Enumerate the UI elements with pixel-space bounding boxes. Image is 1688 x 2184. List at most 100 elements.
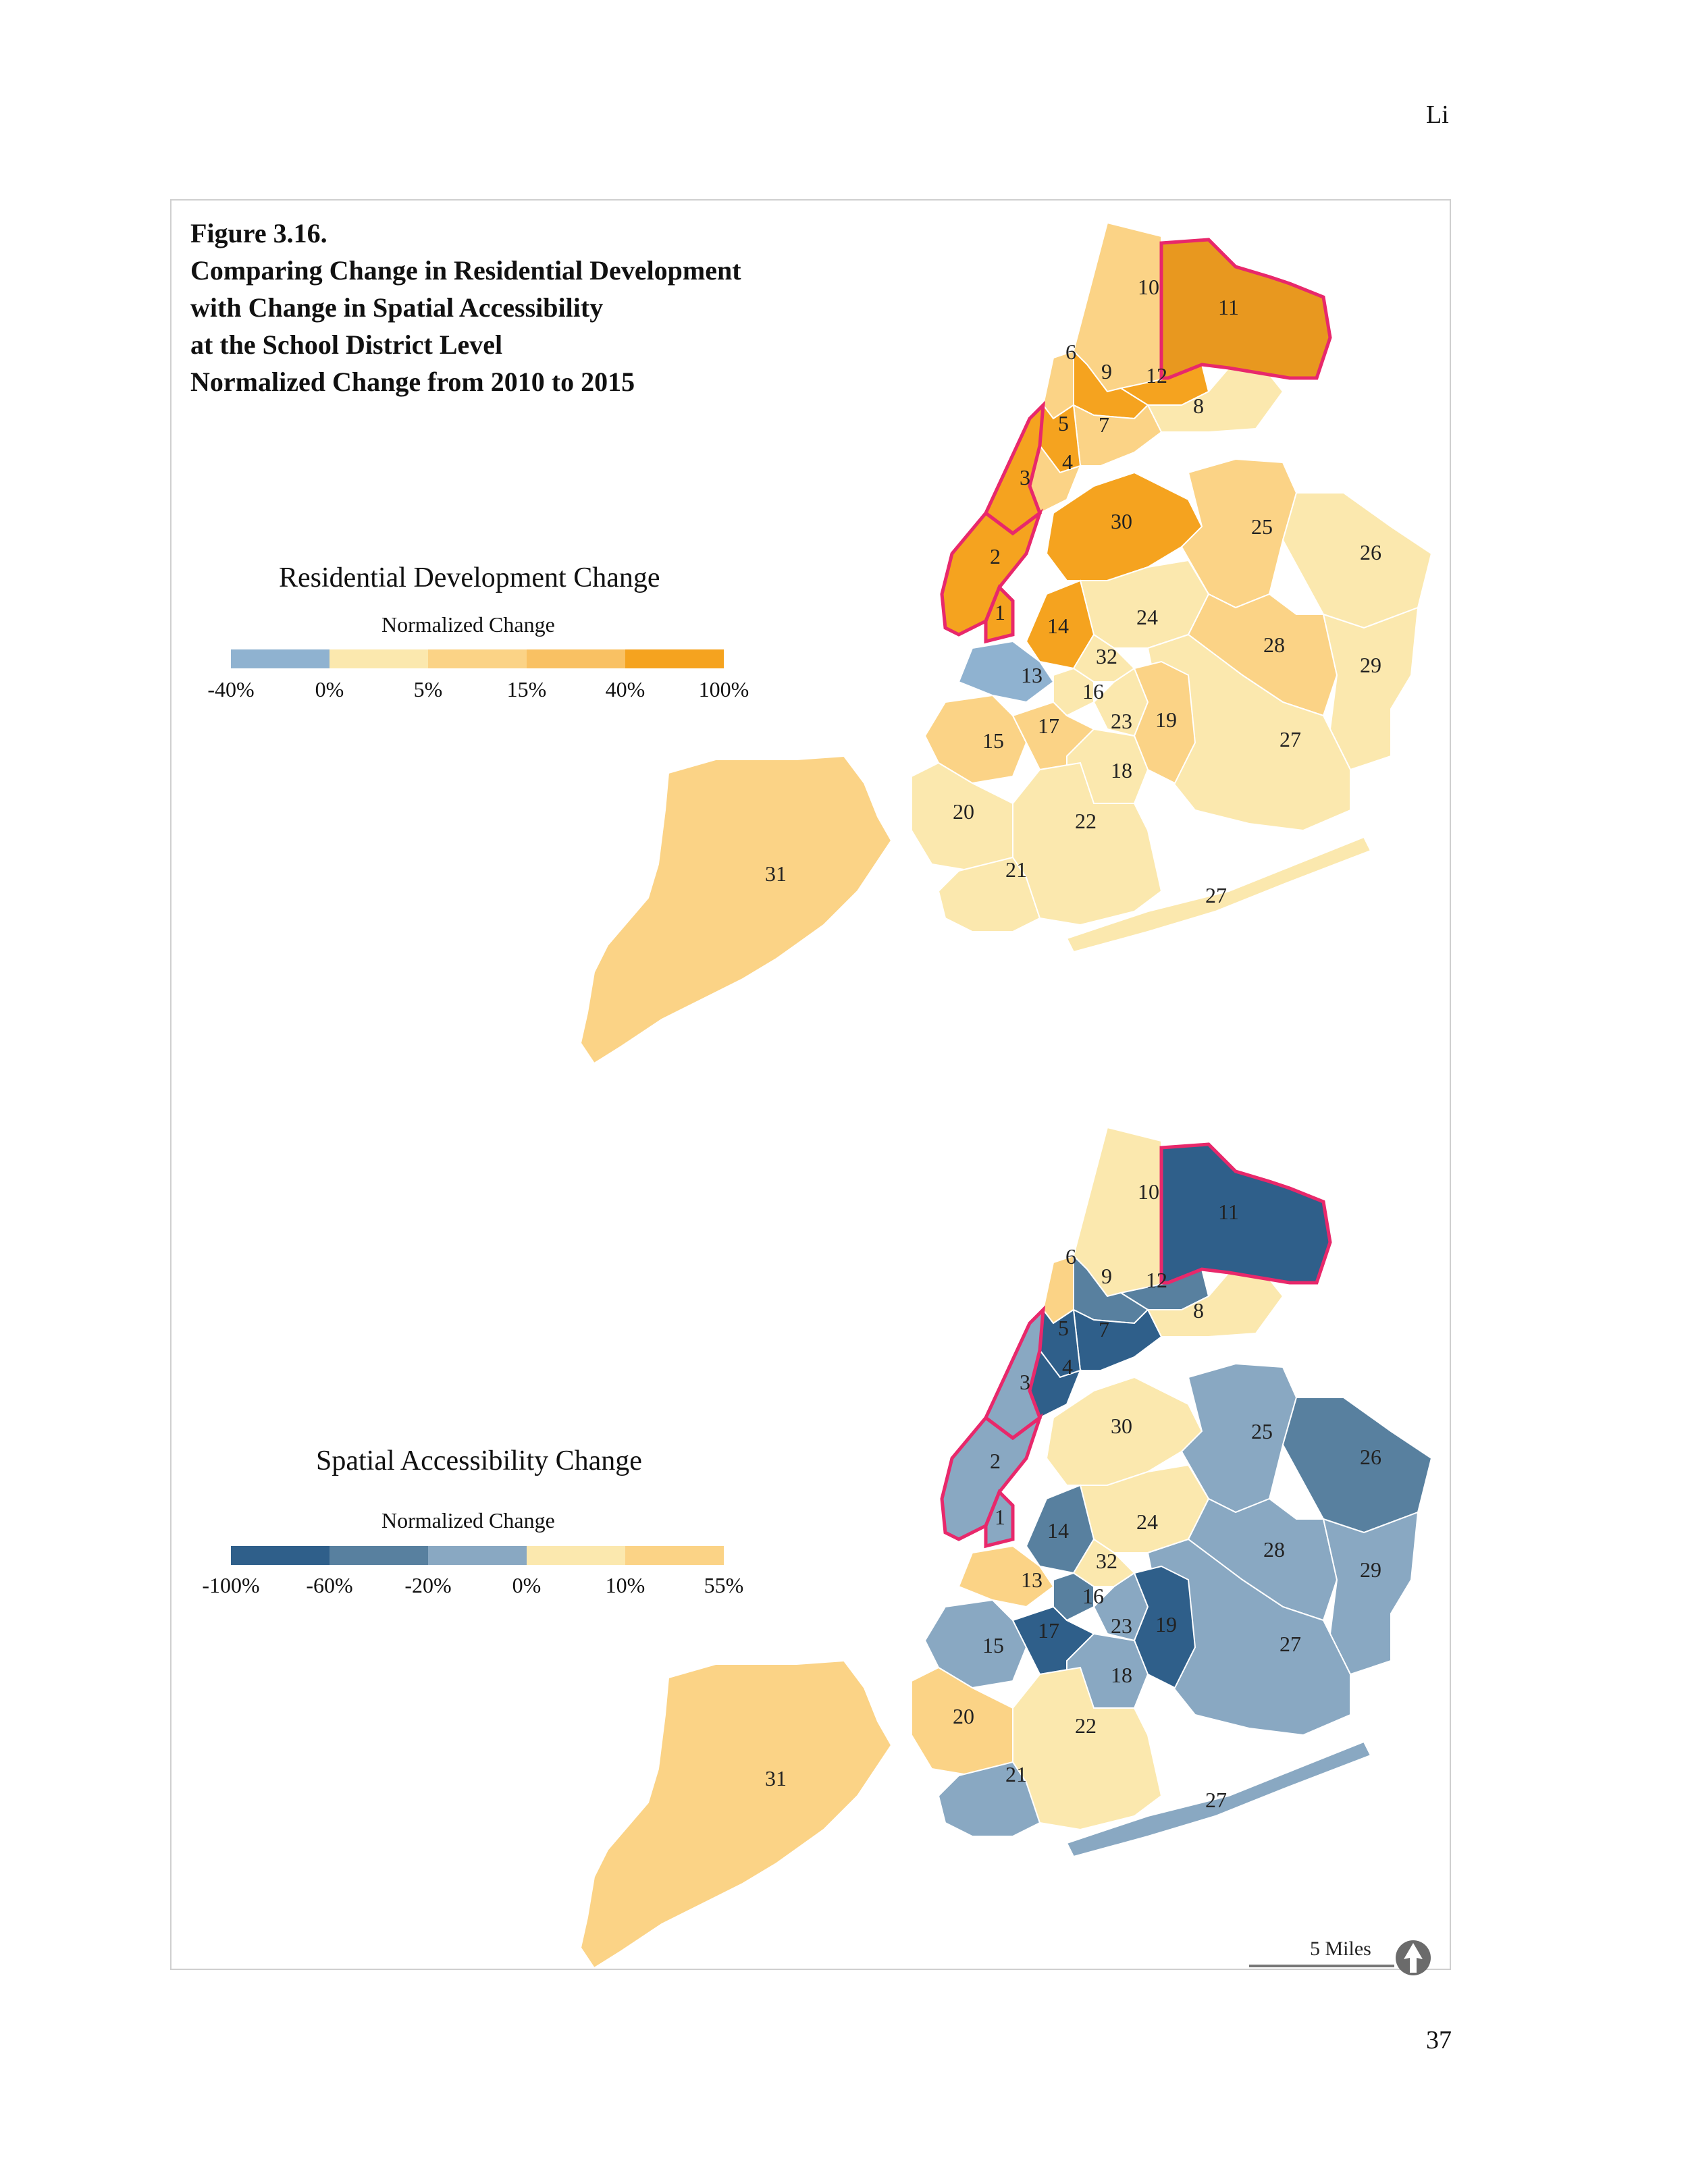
district-15	[924, 1599, 1028, 1689]
district-29	[1322, 606, 1419, 771]
district-label-27: 27	[1280, 1632, 1301, 1656]
highlight-outline-11	[1159, 1142, 1332, 1285]
district-label-8: 8	[1193, 1298, 1204, 1323]
district-26	[1282, 492, 1433, 629]
district-11	[1161, 238, 1331, 379]
district-label-27: 27	[1280, 727, 1301, 751]
figure-frame	[170, 199, 1451, 1970]
district-label-5: 5	[1058, 411, 1069, 435]
district-label-4: 4	[1062, 1354, 1073, 1379]
legend-title: Residential Development Change	[279, 562, 660, 593]
legend-title: Spatial Accessibility Change	[316, 1445, 642, 1476]
district-27b	[1065, 1740, 1372, 1858]
district-19	[1133, 1565, 1196, 1689]
district-label-12: 12	[1146, 1268, 1167, 1292]
district-label-7: 7	[1099, 412, 1109, 437]
legend-color-bar	[231, 1546, 724, 1565]
figure-title-line: Figure 3.16.	[190, 218, 327, 248]
figure-title-line: with Change in Spatial Accessibility	[190, 292, 604, 323]
district-label-8: 8	[1193, 394, 1204, 418]
legend-swatch	[625, 1546, 724, 1565]
district-label-31: 31	[765, 861, 787, 886]
district-label-20: 20	[953, 799, 974, 824]
district-label-2: 2	[990, 1449, 1001, 1473]
legend-tick-label: 0%	[315, 677, 344, 701]
district-label-9: 9	[1101, 359, 1112, 383]
district-label-27-south: 27	[1205, 1788, 1227, 1812]
district-label-1: 1	[995, 1505, 1005, 1529]
district-label-21: 21	[1005, 857, 1027, 882]
district-label-20: 20	[953, 1704, 974, 1728]
district-label-26: 26	[1360, 540, 1381, 564]
legend-tick-label: -20%	[404, 1573, 452, 1597]
legend-tick-label: 5%	[413, 677, 443, 701]
district-label-6: 6	[1065, 1244, 1076, 1269]
district-label-17: 17	[1038, 714, 1059, 738]
district-26	[1282, 1397, 1433, 1534]
district-label-2: 2	[990, 544, 1001, 568]
district-label-1: 1	[995, 600, 1005, 624]
district-22	[1012, 762, 1163, 926]
district-label-11: 11	[1218, 295, 1239, 319]
district-label-10: 10	[1138, 275, 1159, 299]
district-label-12: 12	[1146, 363, 1167, 388]
district-label-14: 14	[1047, 614, 1069, 638]
district-22	[1012, 1666, 1163, 1831]
district-label-17: 17	[1038, 1618, 1059, 1643]
district-label-28: 28	[1263, 633, 1285, 657]
header-author: Li	[1426, 101, 1449, 129]
district-label-15: 15	[982, 728, 1004, 753]
district-label-31: 31	[765, 1766, 787, 1790]
figure-title: Figure 3.16. Comparing Change in Residen…	[190, 215, 741, 400]
district-label-25: 25	[1251, 514, 1273, 539]
district-29	[1322, 1511, 1419, 1676]
legend-subtitle: Normalized Change	[381, 612, 555, 637]
map-residential: 1234567891011121314151617181920212223242…	[579, 221, 1433, 1065]
district-label-16: 16	[1082, 679, 1104, 703]
district-label-15: 15	[982, 1633, 1004, 1657]
figure-title-line: at the School District Level	[190, 329, 503, 360]
highlight-outline-3	[983, 1305, 1046, 1441]
legend-subtitle: Normalized Change	[381, 1508, 555, 1533]
legend-tick-label: 10%	[605, 1573, 645, 1597]
highlight-outline-3	[983, 400, 1046, 536]
district-27b	[1065, 836, 1372, 953]
map-accessibility: 1234567891011121314151617181920212223242…	[579, 1126, 1433, 1969]
scale-label: 5 Miles	[1310, 1938, 1371, 1960]
district-label-29: 29	[1360, 653, 1381, 677]
legend-tick-label: 0%	[512, 1573, 542, 1597]
district-8	[1146, 367, 1284, 433]
district-label-3: 3	[1020, 1370, 1030, 1394]
legend-swatch	[329, 649, 428, 668]
district-label-23: 23	[1111, 709, 1132, 733]
legend-tick-label: -60%	[306, 1573, 353, 1597]
district-label-22: 22	[1075, 1713, 1097, 1738]
district-label-24: 24	[1136, 1510, 1158, 1534]
legend-swatch	[625, 649, 724, 668]
district-label-10: 10	[1138, 1179, 1159, 1204]
legend-tick-label: 15%	[506, 677, 547, 701]
legend-color-bar	[231, 649, 724, 668]
district-31	[579, 1659, 893, 1969]
district-13	[957, 1545, 1055, 1608]
legend-swatch	[527, 649, 625, 668]
legend-swatch	[329, 1546, 428, 1565]
district-label-4: 4	[1062, 450, 1073, 474]
legend-swatch	[231, 1546, 329, 1565]
legend-tick-label: 100%	[698, 677, 749, 701]
district-label-32: 32	[1096, 1549, 1117, 1573]
district-label-25: 25	[1251, 1419, 1273, 1443]
district-label-30: 30	[1111, 509, 1132, 533]
district-label-5: 5	[1058, 1316, 1069, 1340]
legend-tick-label: 55%	[704, 1573, 744, 1597]
district-13	[957, 640, 1055, 703]
scale-bar-graphic: 5 Miles	[1249, 1938, 1431, 1975]
district-7	[1072, 1308, 1163, 1371]
district-label-19: 19	[1155, 1612, 1177, 1636]
north-arrow-icon	[1396, 1940, 1431, 1975]
district-label-18: 18	[1111, 1663, 1132, 1687]
district-label-6: 6	[1065, 340, 1076, 364]
legend-tick-label: -40%	[207, 677, 255, 701]
district-label-29: 29	[1360, 1557, 1381, 1582]
